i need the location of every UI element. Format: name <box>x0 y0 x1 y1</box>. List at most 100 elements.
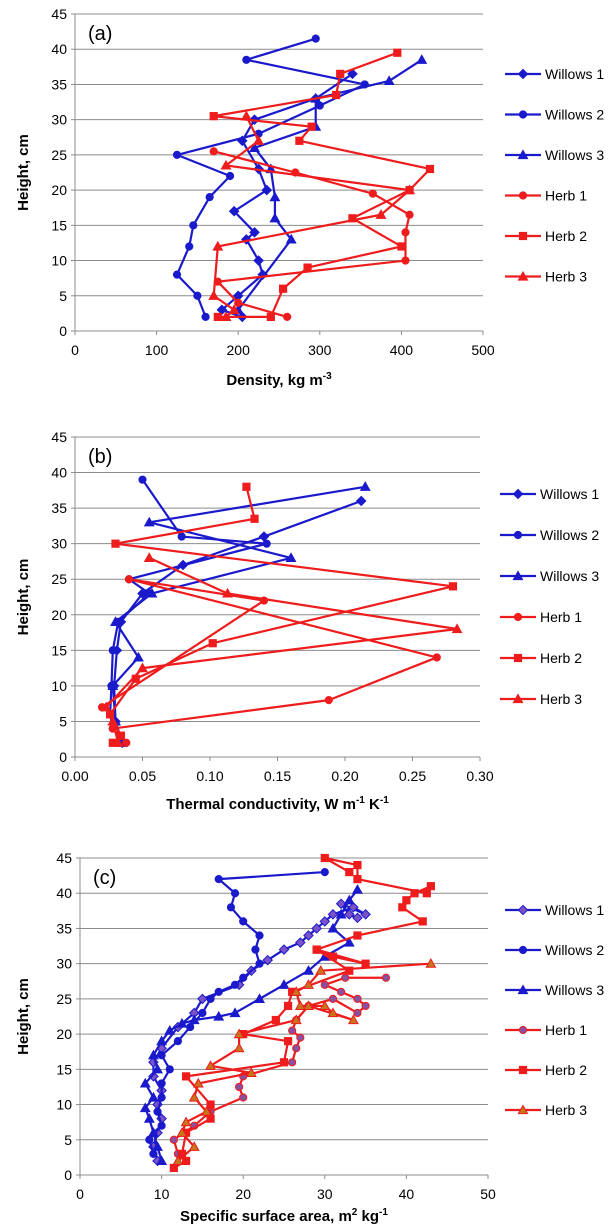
data-point <box>355 495 367 507</box>
y-tick-label: 0 <box>59 749 67 765</box>
data-point <box>180 1116 192 1127</box>
x-tick-label: 0 <box>71 342 79 358</box>
data-point <box>422 889 431 898</box>
y-tick-label: 30 <box>51 536 67 552</box>
data-point <box>290 986 302 996</box>
x-tick-label: 100 <box>145 342 169 358</box>
y-tick-label: 40 <box>51 465 67 481</box>
data-point <box>212 240 224 251</box>
legend-marker <box>517 68 529 80</box>
x-axis-label: Specific surface area, m2 kg-1 <box>180 1207 388 1225</box>
data-point <box>290 1014 302 1025</box>
legend-label: Willows 1 <box>545 902 604 918</box>
data-point <box>157 1093 166 1102</box>
data-point <box>201 312 210 322</box>
legend-marker <box>517 904 529 916</box>
data-point <box>169 1163 178 1173</box>
y-tick-label: 20 <box>51 607 67 623</box>
legend-label: Herb 1 <box>540 609 582 625</box>
data-point <box>206 1100 215 1109</box>
data-point <box>335 898 347 910</box>
series-1 <box>172 34 369 322</box>
series-1 <box>145 867 329 1158</box>
data-point <box>296 1033 305 1042</box>
data-point <box>213 312 222 322</box>
panel-label: (b) <box>88 446 112 468</box>
legend-label: Herb 3 <box>540 691 582 707</box>
x-axis-label-sup2: -1 <box>380 795 389 806</box>
y-tick-label: 25 <box>51 571 67 587</box>
data-point <box>343 909 355 920</box>
data-point <box>303 965 314 975</box>
data-point <box>164 1024 176 1035</box>
data-point <box>262 539 271 548</box>
data-point <box>201 1105 212 1116</box>
data-point <box>311 923 322 934</box>
data-point <box>255 931 264 940</box>
data-point <box>228 205 240 217</box>
data-point <box>348 902 359 913</box>
data-point <box>341 973 350 982</box>
data-point <box>271 1015 280 1025</box>
data-point <box>209 147 218 156</box>
x-tick-label: 30 <box>317 1186 333 1202</box>
data-point <box>157 1051 166 1060</box>
x-axis-label-mid: K <box>365 796 380 813</box>
data-point <box>288 1058 297 1067</box>
data-point <box>213 1010 225 1021</box>
legend-item: Herb 2 <box>500 650 582 666</box>
x-tick-label: 0.30 <box>466 768 493 784</box>
legend-label: Herb 2 <box>545 228 587 244</box>
series-5 <box>172 958 437 1166</box>
data-point <box>426 882 435 891</box>
legend-marker <box>512 693 524 704</box>
data-point <box>285 552 297 562</box>
y-tick-label: 35 <box>56 920 72 936</box>
data-point <box>253 135 265 145</box>
data-point <box>381 973 391 982</box>
data-point <box>233 1042 245 1053</box>
data-point <box>197 993 208 1005</box>
legend-item: Herb 1 <box>505 1022 587 1038</box>
x-axis-label-sup: 2 <box>352 1207 358 1218</box>
legend-label: Willows 2 <box>545 107 604 123</box>
data-point <box>295 937 306 948</box>
y-axis-label: Height, cm <box>15 978 32 1055</box>
legend-label: Willows 3 <box>540 568 599 584</box>
legend-item: Willows 2 <box>505 107 604 123</box>
data-point <box>312 945 321 954</box>
panel-label: (a) <box>88 23 112 45</box>
legend-item: Willows 2 <box>505 942 604 958</box>
y-tick-label: 10 <box>56 1097 72 1113</box>
data-point <box>347 1014 359 1025</box>
y-tick-label: 40 <box>56 885 72 901</box>
y-tick-label: 35 <box>51 500 67 516</box>
data-point <box>147 1049 159 1060</box>
data-point <box>401 256 410 265</box>
data-point <box>172 270 182 279</box>
series-5 <box>100 552 463 747</box>
data-point <box>262 954 273 966</box>
data-point <box>397 242 406 251</box>
data-point <box>328 994 338 1003</box>
data-point <box>205 1060 217 1070</box>
x-tick-label: 0.20 <box>331 768 358 784</box>
data-point <box>327 909 339 920</box>
data-point <box>239 917 248 926</box>
y-tick-label: 0 <box>64 1167 72 1183</box>
legend-marker <box>513 612 523 622</box>
data-point <box>157 1079 166 1088</box>
data-point <box>100 701 112 712</box>
data-point <box>132 651 144 662</box>
legend-item: Willows 1 <box>505 902 604 918</box>
data-point <box>149 1149 158 1158</box>
data-point <box>425 164 435 174</box>
series-line <box>237 58 423 311</box>
data-point <box>347 68 358 80</box>
data-point <box>139 1077 151 1088</box>
data-point <box>220 311 232 322</box>
y-tick-label: 0 <box>59 323 67 339</box>
data-point <box>269 212 281 223</box>
legend-item: Herb 3 <box>500 691 582 707</box>
